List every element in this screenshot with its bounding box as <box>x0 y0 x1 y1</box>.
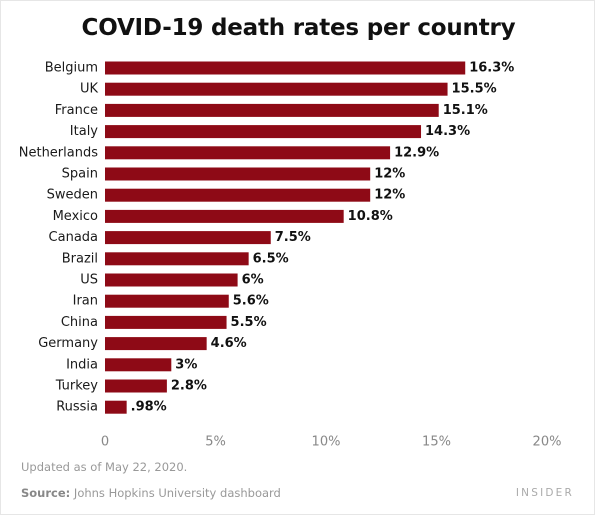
bar <box>105 400 127 414</box>
value-label: 15.1% <box>443 103 488 118</box>
value-label: 15.5% <box>452 82 497 97</box>
value-label: 3% <box>175 357 197 372</box>
bar <box>105 273 238 287</box>
category-label: Spain <box>62 167 98 182</box>
category-label: US <box>80 273 98 288</box>
x-tick-label: 10% <box>312 435 341 450</box>
category-label: UK <box>80 82 99 97</box>
category-label: Mexico <box>53 209 98 224</box>
bar <box>105 146 391 160</box>
value-label: 4.6% <box>211 336 247 351</box>
update-note: Updated as of May 22, 2020. <box>21 460 188 474</box>
bar <box>105 379 167 393</box>
x-tick-label: 0 <box>101 435 109 450</box>
x-tick-label: 15% <box>422 435 451 450</box>
category-label: India <box>66 357 98 372</box>
chart-title: COVID-19 death rates per country <box>81 15 516 41</box>
bar <box>105 103 439 117</box>
value-label: 7.5% <box>275 230 311 245</box>
value-label: 6% <box>242 273 264 288</box>
category-label: Sweden <box>47 188 98 203</box>
bar <box>105 252 249 266</box>
bar <box>105 82 448 96</box>
bar <box>105 294 229 308</box>
category-label: Iran <box>73 294 98 309</box>
bar <box>105 167 371 181</box>
value-label: 10.8% <box>348 209 393 224</box>
category-label: Canada <box>49 230 98 245</box>
bar <box>105 209 344 223</box>
source-text: Johns Hopkins University dashboard <box>73 486 281 500</box>
value-label: 12% <box>374 167 405 182</box>
source-line: Source: Johns Hopkins University dashboa… <box>21 486 281 500</box>
value-label: 5.6% <box>233 294 269 309</box>
category-label: Netherlands <box>19 145 98 160</box>
bar <box>105 125 422 139</box>
category-label: China <box>61 315 98 330</box>
bar <box>105 61 466 75</box>
bar <box>105 188 371 202</box>
value-label: 14.3% <box>425 124 470 139</box>
value-label: 12.9% <box>394 145 439 160</box>
bar <box>105 315 227 329</box>
category-label: Russia <box>56 400 98 415</box>
value-label: .98% <box>131 400 167 415</box>
value-label: 16.3% <box>469 61 514 76</box>
value-label: 6.5% <box>253 251 289 266</box>
category-label: Turkey <box>55 379 99 394</box>
value-label: 5.5% <box>231 315 267 330</box>
bar <box>105 358 172 372</box>
category-label: Belgium <box>45 61 98 76</box>
category-label: France <box>55 103 98 118</box>
x-tick-label: 5% <box>205 435 226 450</box>
x-tick-label: 20% <box>533 435 562 450</box>
bar <box>105 231 271 245</box>
category-label: Germany <box>38 336 98 351</box>
category-label: Italy <box>70 124 99 139</box>
value-label: 12% <box>374 188 405 203</box>
source-label: Source: <box>21 486 71 500</box>
category-label: Brazil <box>62 251 98 266</box>
insider-logo: INSIDER <box>515 487 574 499</box>
bar <box>105 337 207 351</box>
value-label: 2.8% <box>171 379 207 394</box>
